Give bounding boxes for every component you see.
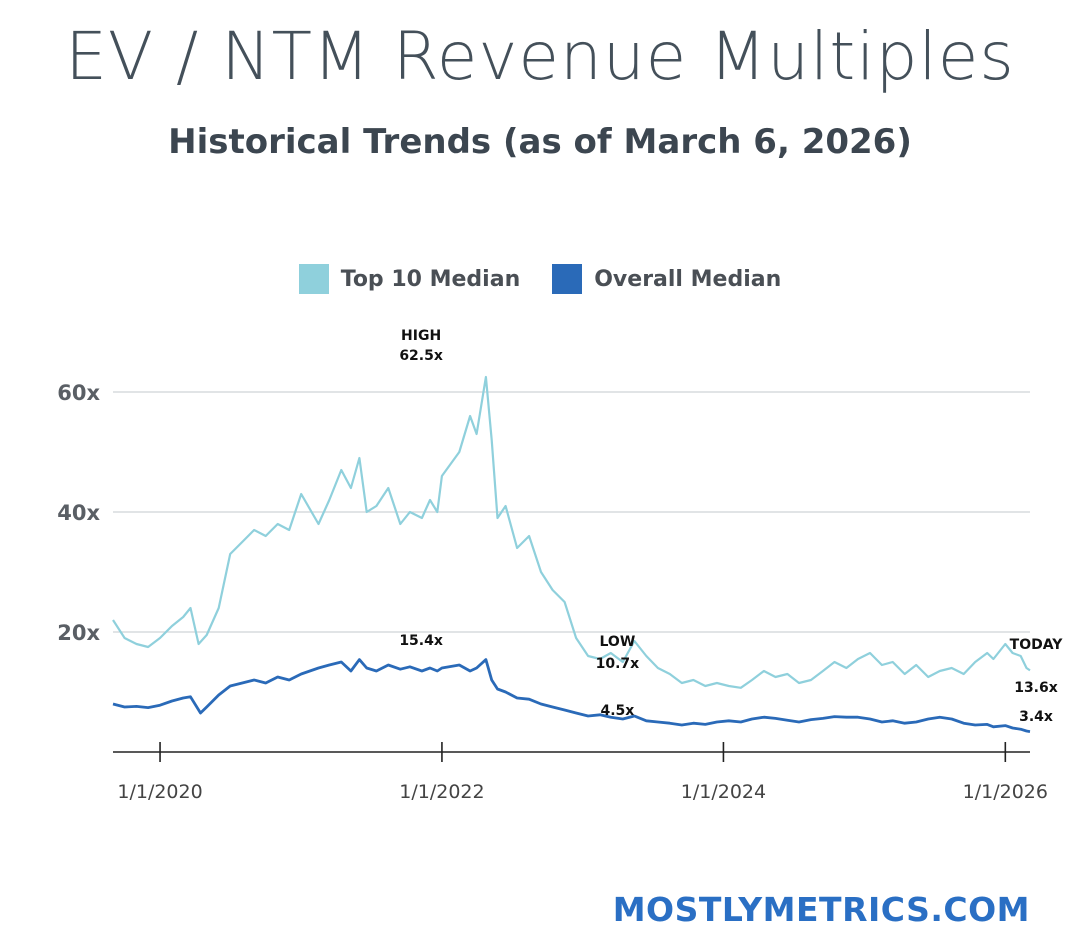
chart-title: EV / NTM Revenue Multiples <box>65 18 1015 95</box>
brand-footer: MOSTLYMETRICS.COM <box>612 890 1030 929</box>
chart-legend: Top 10 Median Overall Median <box>0 264 1080 294</box>
legend-item-top10: Top 10 Median <box>298 264 521 294</box>
annotation-label-high: HIGH <box>401 328 441 344</box>
series-line-top10-median <box>112 375 1031 689</box>
series-line-overall-median <box>112 658 1031 733</box>
annotation-value-3: 4.5x <box>600 703 634 719</box>
x-tick-label-2022: 1/1/2022 <box>399 781 484 803</box>
legend-swatch-top10 <box>298 264 329 294</box>
x-tick-label-2020: 1/1/2020 <box>117 781 202 803</box>
x-tick-label-2026: 1/1/2026 <box>963 781 1048 803</box>
annotation-value-2: 10.7x <box>596 656 640 672</box>
legend-label-top10: Top 10 Median <box>340 266 521 292</box>
annotation-value-1: 15.4x <box>399 633 443 649</box>
annotation-label-low: LOW <box>600 634 636 650</box>
y-tick-label-60: 60x <box>57 381 100 405</box>
y-tick-label-40: 40x <box>57 501 100 525</box>
legend-label-overall: Overall Median <box>594 266 782 292</box>
annotation-value-4: 13.6x <box>1014 680 1058 696</box>
x-tick-label-2024: 1/1/2024 <box>681 781 766 803</box>
annotation-label-today: TODAY <box>1010 637 1064 653</box>
y-tick-label-20: 20x <box>57 621 100 645</box>
legend-swatch-overall <box>552 264 583 294</box>
annotation-value-0: 62.5x <box>399 348 443 364</box>
chart-subtitle: Historical Trends (as of March 6, 2026) <box>168 122 912 162</box>
annotation-value-5: 3.4x <box>1019 709 1053 725</box>
legend-item-overall: Overall Median <box>552 264 781 294</box>
